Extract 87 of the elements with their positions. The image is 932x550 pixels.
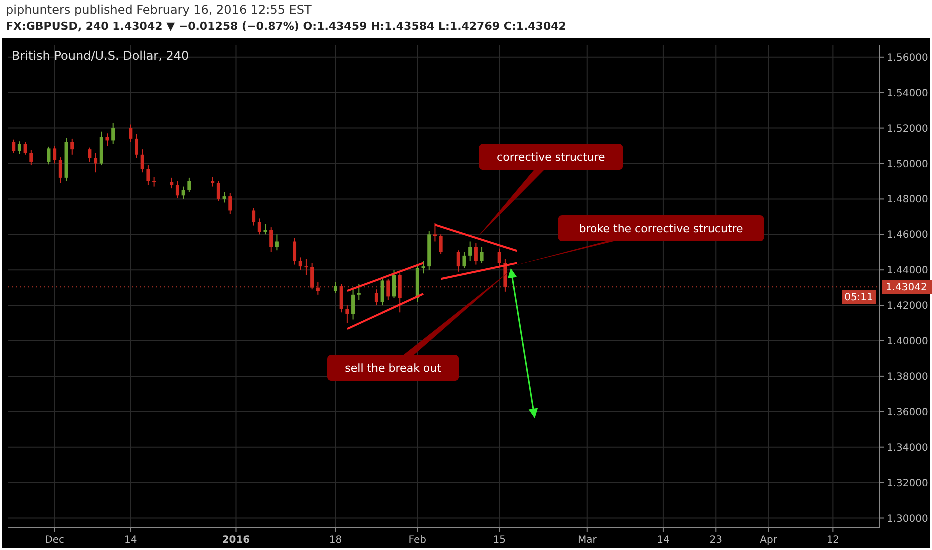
candlestick <box>252 208 256 226</box>
candlestick <box>357 284 361 301</box>
candlestick <box>222 192 226 204</box>
candlestick <box>152 176 156 188</box>
chart-subtitle: piphunters published February 16, 2016 12:55 EST <box>6 3 312 17</box>
candlestick <box>106 133 110 147</box>
candlestick <box>340 284 344 314</box>
candlestick <box>275 234 279 252</box>
candlestick <box>498 248 502 268</box>
candlestick <box>392 270 396 299</box>
candlestick <box>270 227 274 253</box>
candlestick <box>228 192 232 215</box>
candlestick <box>53 146 57 164</box>
candlestick <box>433 222 437 242</box>
candlestick <box>386 278 390 301</box>
ref-line-label: 1.43042 <box>886 282 928 294</box>
candlestick <box>474 243 478 266</box>
candlestick <box>422 260 426 274</box>
candlestick <box>211 176 215 188</box>
candlestick <box>70 138 74 156</box>
x-tick-label: Mar <box>578 535 598 546</box>
candlestick <box>398 273 402 314</box>
candlestick <box>380 276 384 306</box>
candlestick <box>304 258 308 276</box>
candlestick <box>316 282 320 296</box>
y-tick-label: 1.44000 <box>887 266 928 277</box>
y-tick-label: 1.56000 <box>887 52 928 64</box>
text: FX:GBPUSD, 240 1.43042 ▼ −0.01258 (−0.87%) O:1.43459 H:1.43584 L:1.42769 C:1.43042 <box>6 20 566 33</box>
y-tick-label: 1.52000 <box>887 124 928 135</box>
candlestick <box>188 177 192 193</box>
y-tick-label: 1.48000 <box>887 194 928 206</box>
y-tick-label: 1.46000 <box>887 230 928 242</box>
y-tick-label: 1.32000 <box>887 478 928 490</box>
candlestick <box>346 305 350 324</box>
candlestick <box>352 287 356 320</box>
candlestick <box>480 246 484 264</box>
annotation: corrective structure <box>497 150 606 164</box>
candlestick <box>24 142 28 156</box>
y-tick-label: 1.34000 <box>887 442 928 454</box>
candlestick <box>468 241 472 262</box>
y-tick-label: 1.40000 <box>887 336 928 348</box>
candlestick <box>216 180 220 202</box>
annotation: broke the corrective strucutre <box>579 222 744 236</box>
candlestick <box>30 150 34 166</box>
y-tick-label: 1.36000 <box>887 407 928 418</box>
candlestick <box>88 147 92 162</box>
candlestick <box>310 262 314 290</box>
chart-title: British Pound/U.S. Dollar, 240 <box>12 49 190 63</box>
annotation: sell the break out <box>345 362 442 375</box>
candlestick <box>112 122 116 145</box>
x-tick-label: 14 <box>124 535 138 546</box>
y-tick-label: 1.38000 <box>887 372 928 383</box>
candlestick <box>298 257 302 271</box>
candlestick <box>439 234 443 255</box>
candlestick <box>264 224 268 236</box>
candlestick <box>12 139 16 154</box>
x-tick-label: 18 <box>329 535 342 546</box>
x-tick-label: 2016 <box>222 535 250 546</box>
candlestick <box>293 238 297 266</box>
candlestick <box>462 252 466 269</box>
candlestick <box>456 250 460 272</box>
annotation: 05:11 <box>844 292 874 304</box>
candlestick <box>182 186 186 200</box>
x-tick-label: 12 <box>826 535 840 546</box>
candlestick <box>129 124 133 143</box>
candlestick <box>140 149 144 174</box>
candlestick <box>47 146 51 166</box>
candlestick <box>170 177 174 190</box>
x-tick-label: Apr <box>760 535 778 546</box>
x-tick-label: Feb <box>408 535 427 546</box>
y-tick-label: 1.42000 <box>887 301 928 312</box>
x-tick-label: 14 <box>657 535 670 546</box>
x-tick-label: Dec <box>45 535 64 546</box>
y-tick-label: 1.54000 <box>887 88 928 100</box>
candlestick <box>146 165 150 186</box>
candlestick <box>334 282 338 294</box>
candlestick <box>94 152 98 174</box>
candlestick <box>258 218 262 236</box>
y-tick-label: 1.30000 <box>887 514 928 525</box>
candlestick <box>58 157 62 184</box>
x-tick-label: 15 <box>493 535 506 546</box>
candlestick <box>18 141 22 155</box>
y-tick-label: 1.50000 <box>887 159 928 170</box>
candlestick <box>374 289 378 306</box>
candlestick <box>176 180 180 199</box>
candlestick <box>134 134 139 159</box>
x-tick-label: 23 <box>710 535 722 546</box>
